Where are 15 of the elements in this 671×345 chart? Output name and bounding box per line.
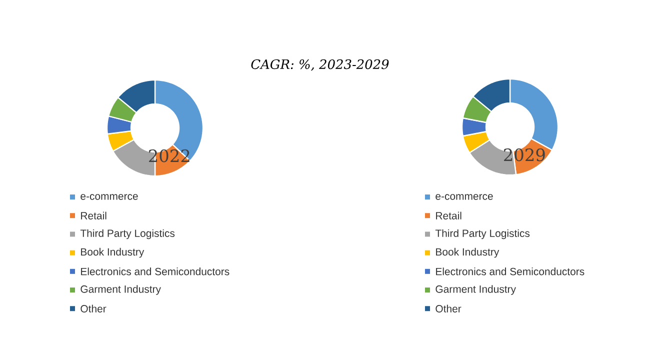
legend-label: Retail <box>81 212 106 220</box>
legend-label: e-commerce <box>436 194 493 200</box>
legend-label: Garment Industry <box>436 285 516 295</box>
legend-label: Book Industry <box>436 248 500 258</box>
legend-label: Third Party Logistics <box>80 229 175 240</box>
legend-label: Electronics and Semiconductors <box>81 268 230 276</box>
legend-label: Electronics and Semiconductors <box>436 268 584 276</box>
legend-label: Third Party Logistics <box>435 229 530 240</box>
legend-label: Garment Industry <box>80 285 161 295</box>
legend-label: Book Industry <box>81 248 144 258</box>
legend-label: e-commerce <box>80 194 138 200</box>
text: CAGR: %, 2023-2029 <box>251 59 389 71</box>
legend-label: Retail <box>436 212 462 220</box>
legend-label: Other <box>436 304 462 312</box>
legend-label: Other <box>80 304 106 312</box>
